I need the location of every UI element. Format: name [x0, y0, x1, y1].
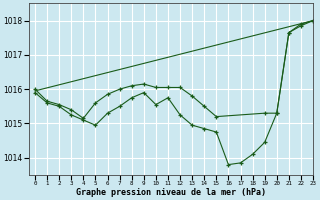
X-axis label: Graphe pression niveau de la mer (hPa): Graphe pression niveau de la mer (hPa): [76, 188, 266, 197]
